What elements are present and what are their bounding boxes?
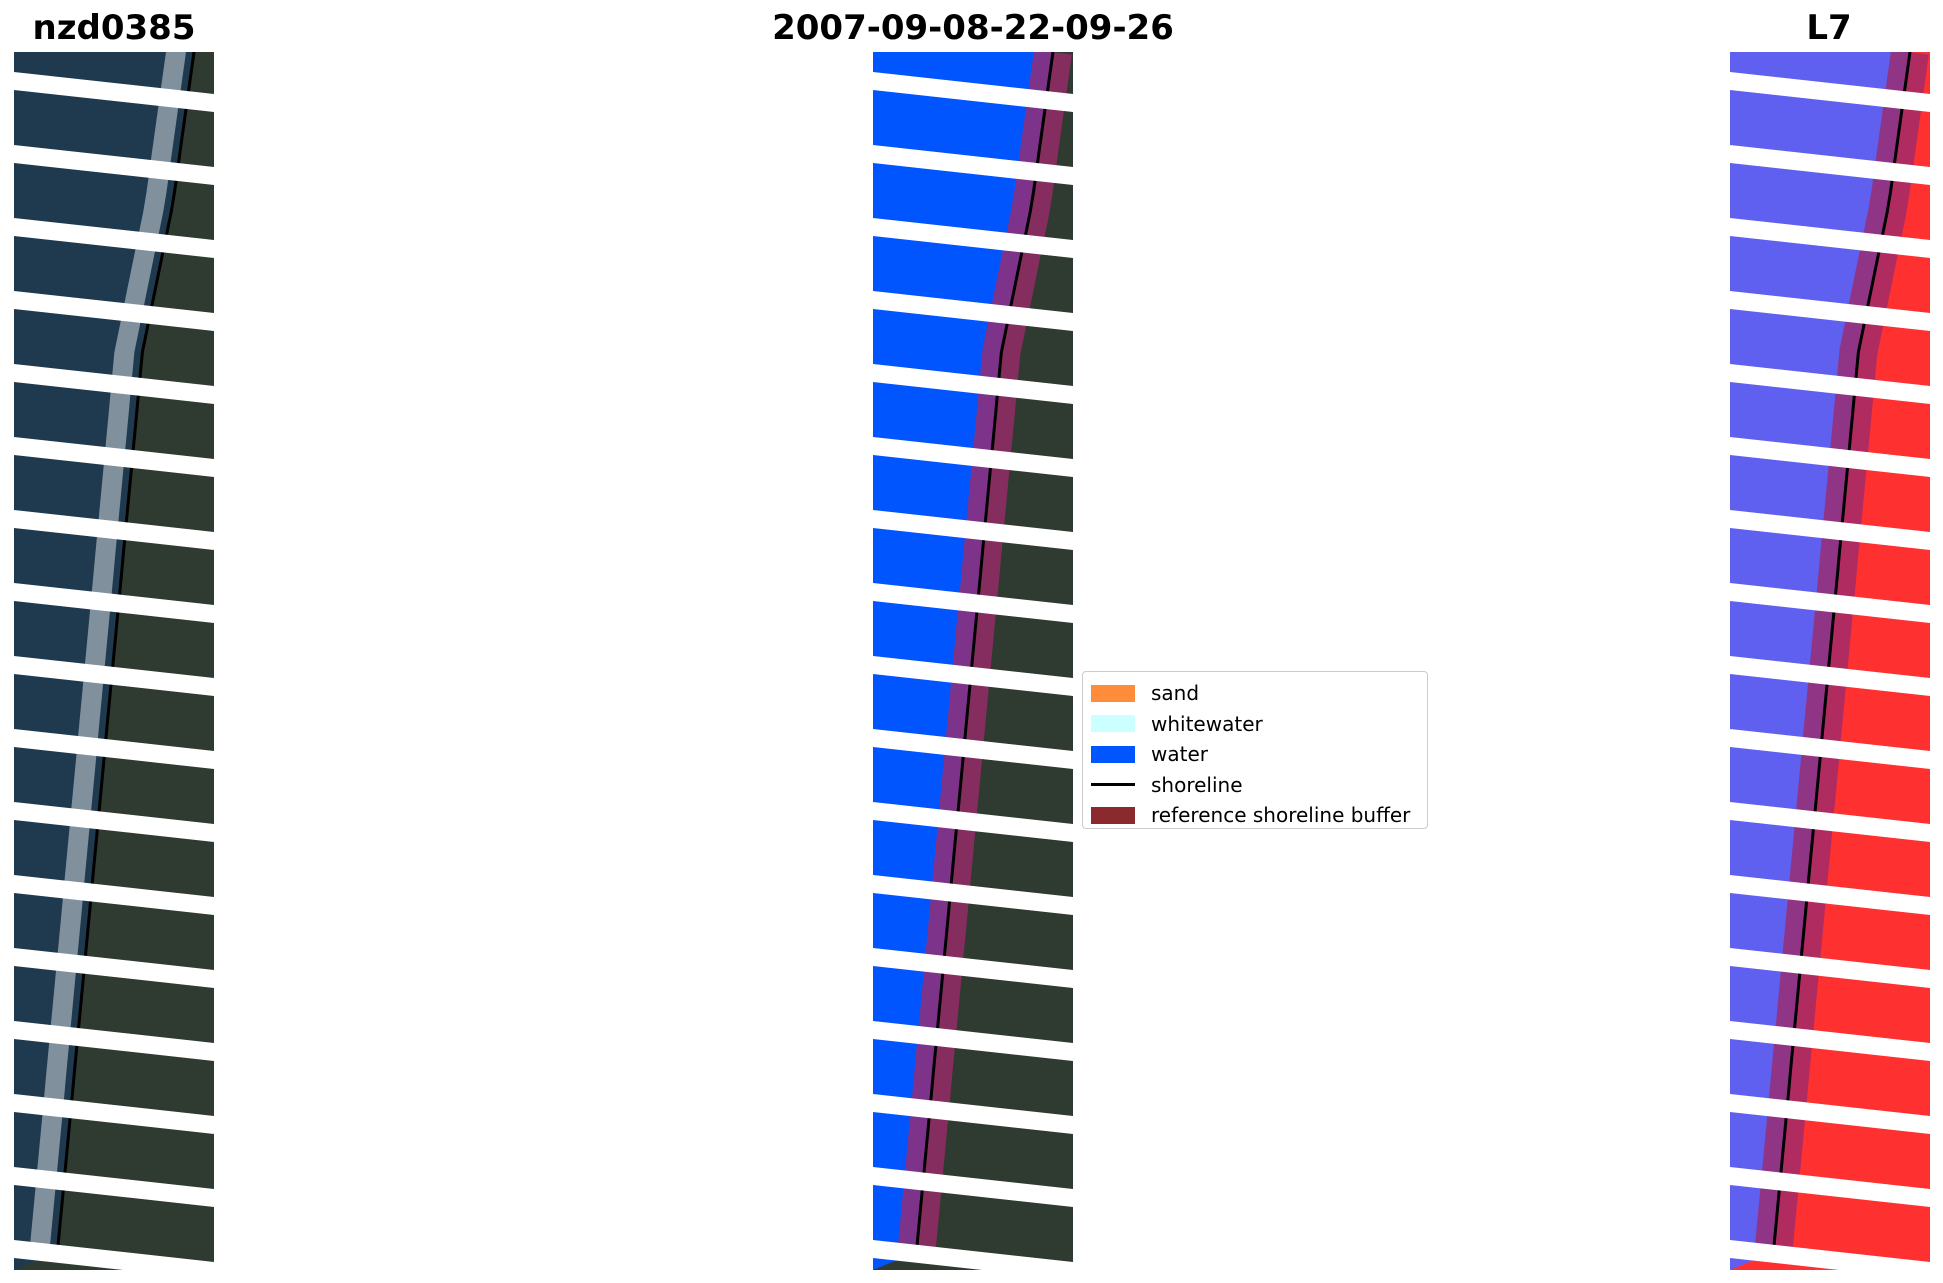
- scan-gap-stripe: [873, 729, 1073, 769]
- scan-gap-stripe: [14, 729, 214, 769]
- scan-gap-stripe: [14, 72, 214, 112]
- water-index-panel: [1730, 52, 1930, 1270]
- scan-gap-stripe: [1730, 1094, 1930, 1134]
- scan-gap-stripe: [1730, 437, 1930, 477]
- scan-gap-stripe: [1730, 948, 1930, 988]
- scan-gap-stripe: [14, 1240, 214, 1270]
- legend-item-shoreline: shoreline: [1091, 770, 1419, 801]
- classified-image-panel: [873, 52, 1073, 1270]
- scan-gap-stripe: [873, 583, 1073, 623]
- scan-gap-stripe: [14, 291, 214, 331]
- legend-item-sand: sand: [1091, 678, 1419, 709]
- scan-gap-stripe: [1730, 802, 1930, 842]
- classified-satellite-image: [873, 52, 1073, 1270]
- panel-title-center: 2007-09-08-22-09-26: [772, 8, 1174, 48]
- legend-item-water: water: [1091, 739, 1419, 770]
- scan-gap-stripe: [873, 1021, 1073, 1061]
- scan-gap-stripe: [14, 1167, 214, 1207]
- scan-gap-stripe: [1730, 72, 1930, 112]
- scan-gap-stripe: [873, 510, 1073, 550]
- legend-label-reference-buffer: reference shoreline buffer: [1151, 803, 1411, 828]
- scan-gap-stripe: [14, 145, 214, 185]
- scan-gap-stripe: [873, 145, 1073, 185]
- panel-title-left: nzd0385: [32, 8, 196, 48]
- rgb-satellite-image: [14, 52, 214, 1270]
- scan-gap-stripe: [873, 1094, 1073, 1134]
- scan-gap-stripe: [873, 72, 1073, 112]
- scan-gap-stripe: [1730, 291, 1930, 331]
- legend-swatch-sand: [1091, 684, 1135, 702]
- scan-gap-stripe: [1730, 1167, 1930, 1207]
- scan-gap-stripe: [14, 875, 214, 915]
- scan-gap-stripe: [873, 1167, 1073, 1207]
- scan-gap-stripe: [873, 364, 1073, 404]
- legend-label-whitewater: whitewater: [1151, 711, 1263, 736]
- water-index-image: [1730, 52, 1930, 1270]
- scan-gap-stripe: [873, 218, 1073, 258]
- scan-gap-stripe: [1730, 364, 1930, 404]
- panel-title-right: L7: [1806, 8, 1852, 48]
- scan-gap-stripe: [873, 1240, 1073, 1270]
- legend-item-reference-buffer: reference shoreline buffer: [1091, 800, 1419, 831]
- scan-gap-stripe: [14, 510, 214, 550]
- scan-gap-stripe: [14, 218, 214, 258]
- legend-swatch-whitewater: [1091, 715, 1135, 733]
- legend-label-shoreline: shoreline: [1151, 772, 1243, 797]
- scan-gap-stripe: [873, 802, 1073, 842]
- scan-gap-stripe: [1730, 510, 1930, 550]
- scan-gap-stripe: [873, 948, 1073, 988]
- surf-zone: [29, 52, 187, 1252]
- rgb-image-panel: [14, 52, 214, 1270]
- legend-label-water: water: [1151, 742, 1208, 767]
- scan-gap-stripe: [14, 1094, 214, 1134]
- legend: sand whitewater water shoreline referenc…: [1082, 671, 1428, 829]
- scan-gap-stripe: [1730, 656, 1930, 696]
- scan-gap-stripe: [873, 437, 1073, 477]
- scan-gap-stripe: [14, 656, 214, 696]
- scan-gap-stripe: [873, 656, 1073, 696]
- legend-swatch-reference-buffer: [1091, 806, 1135, 824]
- scan-gap-stripe: [14, 437, 214, 477]
- scan-gap-stripe: [1730, 218, 1930, 258]
- scan-gap-stripe: [1730, 1021, 1930, 1061]
- scan-gap-stripe: [873, 291, 1073, 331]
- scan-gap-stripe: [1730, 583, 1930, 623]
- legend-swatch-shoreline: [1091, 783, 1135, 787]
- scan-gap-stripe: [873, 875, 1073, 915]
- legend-item-whitewater: whitewater: [1091, 709, 1419, 740]
- scan-gap-stripe: [14, 802, 214, 842]
- scan-gap-stripe: [14, 1021, 214, 1061]
- scan-gap-stripe: [1730, 145, 1930, 185]
- legend-label-sand: sand: [1151, 681, 1200, 706]
- legend-swatch-water: [1091, 745, 1135, 763]
- scan-gap-stripe: [14, 583, 214, 623]
- scan-gap-stripe: [14, 948, 214, 988]
- scan-gap-stripe: [14, 364, 214, 404]
- scan-gap-stripe: [1730, 875, 1930, 915]
- scan-gap-stripe: [1730, 729, 1930, 769]
- scan-gap-stripe: [1730, 1240, 1930, 1270]
